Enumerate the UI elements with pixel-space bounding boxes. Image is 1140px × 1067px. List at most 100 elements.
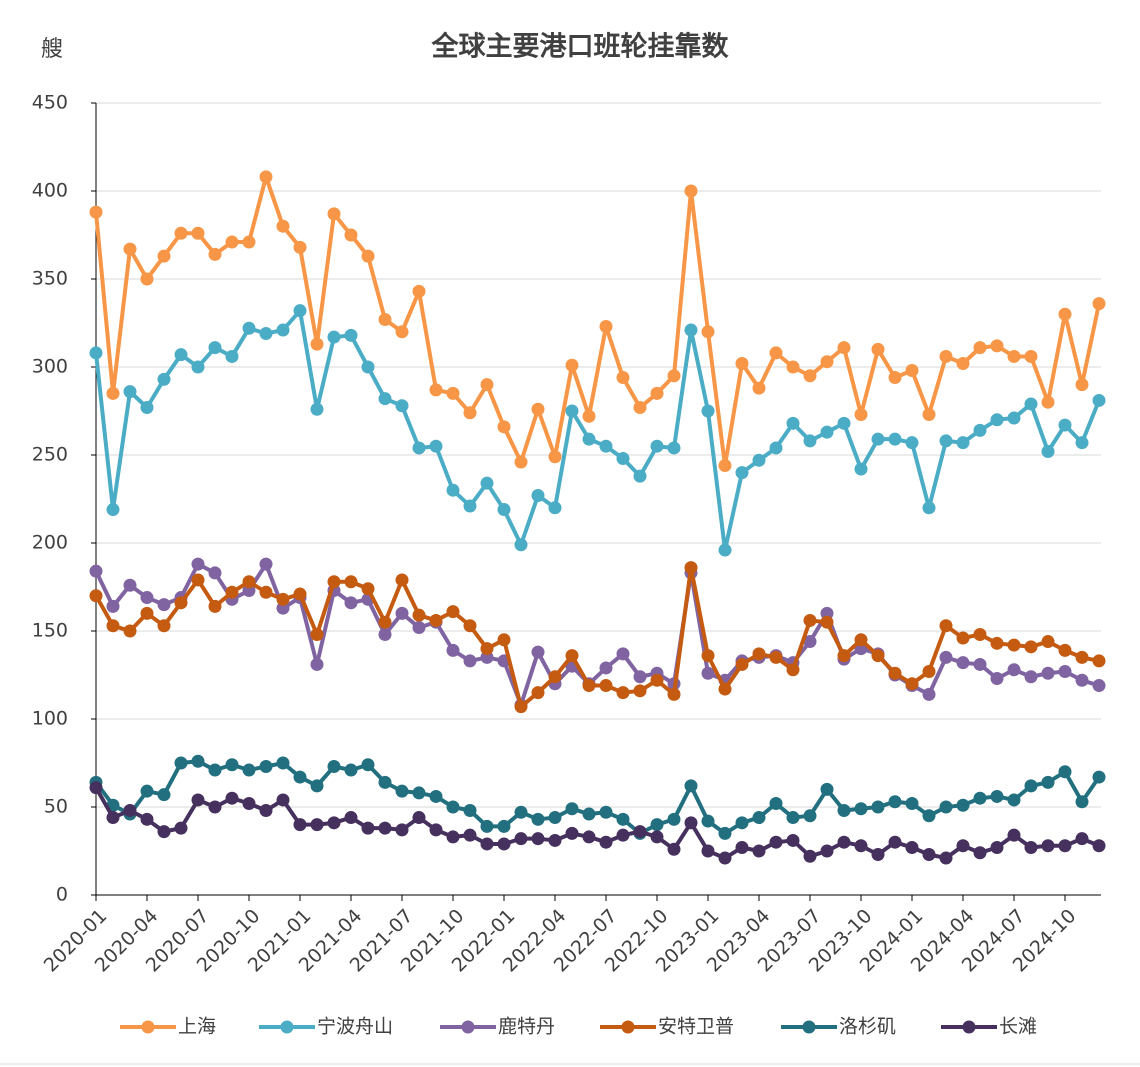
data-point <box>1024 779 1038 793</box>
data-point <box>480 837 494 851</box>
legend-label: 鹿特丹 <box>498 1016 555 1038</box>
data-point <box>208 566 222 580</box>
data-point <box>973 791 987 805</box>
data-point <box>514 805 528 819</box>
data-point <box>667 842 681 856</box>
data-point <box>769 650 783 664</box>
data-point <box>276 756 290 770</box>
data-point <box>854 839 868 853</box>
data-point <box>582 830 596 844</box>
data-point <box>922 809 936 823</box>
y-tick-label: 50 <box>44 796 68 818</box>
data-point <box>293 240 307 254</box>
data-point <box>803 369 817 383</box>
data-point <box>701 404 715 418</box>
data-point <box>769 835 783 849</box>
data-point <box>786 360 800 374</box>
data-point <box>361 758 375 772</box>
data-point <box>718 851 732 865</box>
data-point <box>446 483 460 497</box>
data-point <box>1075 832 1089 846</box>
data-point <box>667 369 681 383</box>
data-point <box>191 754 205 768</box>
series-line <box>94 174 1101 468</box>
data-point <box>157 788 171 802</box>
data-point <box>259 760 273 774</box>
data-point <box>582 409 596 423</box>
y-tick-label: 300 <box>32 356 68 378</box>
data-point <box>888 666 902 680</box>
data-point <box>905 840 919 854</box>
data-point <box>293 587 307 601</box>
data-point <box>752 844 766 858</box>
data-point <box>412 620 426 634</box>
data-point <box>922 848 936 862</box>
data-point <box>990 789 1004 803</box>
data-point <box>548 833 562 847</box>
data-point <box>225 349 239 363</box>
data-point <box>412 441 426 455</box>
data-point <box>497 633 511 647</box>
data-point <box>412 608 426 622</box>
data-point <box>939 650 953 664</box>
legend-marker <box>461 1020 475 1034</box>
data-point <box>242 763 256 777</box>
data-point <box>123 385 137 399</box>
data-point <box>1092 654 1106 668</box>
data-point <box>820 425 834 439</box>
data-point <box>650 386 664 400</box>
data-point <box>429 613 443 627</box>
data-point <box>803 613 817 627</box>
data-point <box>514 832 528 846</box>
data-point <box>616 812 630 826</box>
data-point <box>616 686 630 700</box>
data-point <box>310 818 324 832</box>
data-point <box>786 416 800 430</box>
data-point <box>786 663 800 677</box>
data-point <box>956 656 970 670</box>
data-point <box>1041 775 1055 789</box>
data-point <box>174 226 188 240</box>
data-point <box>718 826 732 840</box>
data-point <box>1007 411 1021 425</box>
y-tick-label: 350 <box>32 268 68 290</box>
data-point <box>667 687 681 701</box>
data-point <box>310 657 324 671</box>
data-point <box>650 673 664 687</box>
data-point <box>157 619 171 633</box>
data-point <box>752 453 766 467</box>
data-point <box>548 670 562 684</box>
data-point <box>735 657 749 671</box>
data-point <box>684 184 698 198</box>
data-point <box>327 207 341 221</box>
data-point <box>548 811 562 825</box>
data-point <box>1092 679 1106 693</box>
data-point <box>905 436 919 450</box>
data-point <box>497 819 511 833</box>
data-point <box>1058 643 1072 657</box>
data-point <box>1041 444 1055 458</box>
data-point <box>820 844 834 858</box>
data-point <box>106 386 120 400</box>
data-point <box>820 615 834 629</box>
data-point <box>378 392 392 406</box>
data-point <box>429 789 443 803</box>
data-point <box>616 371 630 385</box>
y-tick-label: 250 <box>32 444 68 466</box>
data-point <box>174 821 188 835</box>
data-point <box>531 812 545 826</box>
data-point <box>667 441 681 455</box>
data-point <box>565 826 579 840</box>
data-point <box>140 606 154 620</box>
data-point <box>463 499 477 513</box>
data-point <box>871 432 885 446</box>
data-point <box>327 760 341 774</box>
legend-marker <box>280 1020 294 1034</box>
data-point <box>293 818 307 832</box>
data-point <box>106 503 120 517</box>
data-point <box>1075 378 1089 392</box>
data-point <box>123 578 137 592</box>
data-point <box>191 226 205 240</box>
data-point <box>1092 297 1106 311</box>
legend-label: 上海 <box>178 1016 216 1038</box>
